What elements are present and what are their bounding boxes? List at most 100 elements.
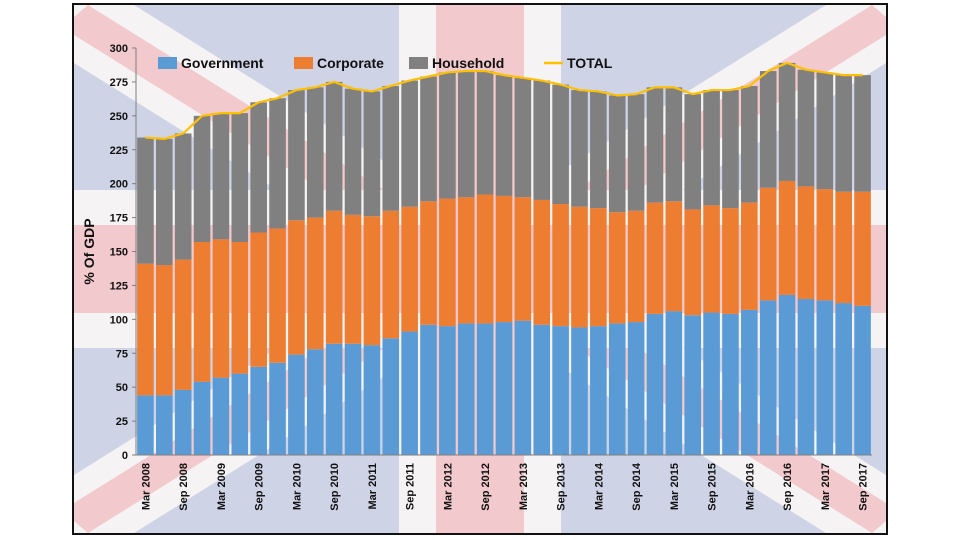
bar-household [231,113,249,243]
bar-household [590,91,607,209]
bar-household [457,71,475,198]
x-tick-label: Mar 2008 [140,463,152,510]
bar-government [420,324,437,455]
bar-government [156,395,173,455]
bar-government [797,298,815,455]
bar-government [193,381,211,455]
bar-household [533,80,551,200]
x-tick-label: Mar 2016 [744,463,756,510]
bar-corporate [703,205,720,313]
bar-corporate [457,197,475,324]
bar-government [646,313,664,455]
x-tick-label: Sep 2009 [254,463,266,511]
plot-area: 0 25 50 75 100 125 150 175 200 225 250 275 300 % Of G… [81,43,872,511]
bar-government [835,303,852,455]
bar-government [250,366,267,455]
legend-swatch-household [409,57,428,69]
chart-svg: 0 25 50 75 100 125 150 175 200 225 250 275 300 % Of G… [74,5,886,533]
x-tick-label: Mar 2009 [216,463,228,510]
x-tick-label: Sep 2013 [556,463,568,511]
bar-household [363,91,381,217]
bar-government [665,311,683,455]
x-tick-label: Mar 2017 [820,463,832,510]
bar-corporate [778,180,796,295]
bar-corporate [722,208,739,314]
bar-household [193,115,211,243]
bar-government [325,343,343,455]
legend-swatch-corporate [294,57,313,69]
bar-corporate [590,208,607,327]
bar-household [608,95,626,213]
bar-corporate [382,210,400,339]
bar-government [382,338,400,455]
bar-corporate [439,198,456,327]
bar-household [703,90,720,206]
bar-household [325,81,343,211]
bar-government [495,322,513,455]
legend-swatch-government [158,57,177,69]
bar-corporate [156,265,173,396]
legend-label-corporate: Corporate [317,55,384,71]
bar-government [741,309,758,455]
bar-household [797,69,815,187]
y-tick-label: 50 [116,382,128,394]
bar-government [514,320,532,455]
y-tick-label: 150 [110,247,128,259]
bar-household [401,80,418,207]
bar-corporate [325,210,343,344]
bar-government [571,327,588,455]
bar-government [363,345,381,455]
bar-household [439,72,456,199]
bar-household [344,88,362,215]
bar-corporate [552,204,569,327]
legend-label-total: TOTAL [567,55,613,71]
bar-corporate [288,220,305,355]
bar-household [854,75,871,192]
bar-household [174,133,192,260]
bar-corporate [816,189,834,301]
bar-household [476,71,494,195]
bar-corporate [665,201,683,312]
bar-household [835,75,852,192]
legend-label-household: Household [432,55,504,71]
bar-government [703,312,720,455]
bar-household [382,85,400,211]
x-tick-label: Mar 2014 [593,462,605,510]
bar-government [533,324,551,455]
x-tick-label: Sep 2008 [178,463,190,511]
bar-corporate [741,202,758,310]
bar-household [816,72,834,190]
y-tick-label: 125 [110,280,128,292]
bar-corporate [514,197,532,321]
bar-household [778,62,796,181]
bar-corporate [627,210,645,323]
y-tick-label: 200 [110,179,128,191]
bar-household [288,90,305,221]
y-tick-label: 25 [116,416,128,428]
x-tick-label: Mar 2012 [442,463,454,510]
bar-household [722,90,739,209]
legend-label-government: Government [181,55,264,71]
bar-corporate [495,195,513,323]
bar-government [288,354,305,455]
bar-corporate [137,263,154,396]
bar-government [457,323,475,455]
bar-corporate [797,186,815,299]
bar-government [816,300,834,455]
bar-government [476,323,494,455]
bar-household [627,94,645,211]
bar-corporate [306,217,324,350]
bar-government [684,315,702,455]
line-total [145,61,863,140]
bar-household [212,113,230,240]
bar-household [495,75,513,196]
y-tick-label: 100 [110,314,128,326]
bar-corporate [420,201,437,325]
bar-government [439,326,456,455]
y-tick-label: 75 [116,348,128,360]
bar-household [420,76,437,202]
bar-corporate [212,239,230,378]
bar-household [552,84,569,205]
y-tick-label: 250 [110,111,128,123]
x-tick-label: Sep 2010 [329,463,341,511]
